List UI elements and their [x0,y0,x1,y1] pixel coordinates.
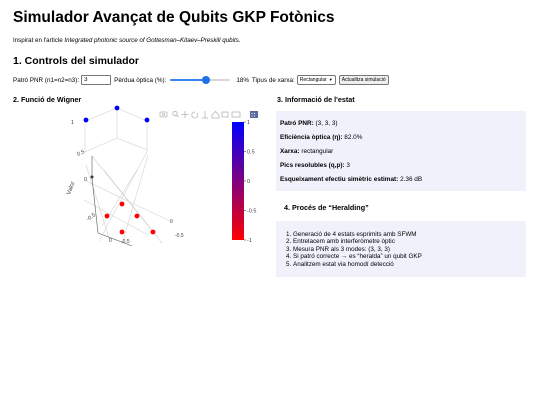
hover-icon[interactable] [231,111,241,118]
z-tick-label: 0 [84,177,87,183]
list-item: Si patró correcte → es “heralda” un qubi… [293,253,422,260]
grid-info-value: rectangular [301,148,334,155]
list-item: Analitzem estat via homodí detecció [293,261,422,268]
zoom-icon[interactable] [172,110,179,118]
peaks-label: Pics resolubles (q,p): [280,162,345,169]
list-item: Mesura PNR als 3 modes: (3, 3, 3) [293,246,422,253]
home-icon[interactable] [211,110,220,119]
loss-value: 18% [236,76,249,84]
squeezing-value: 2.36 dB [400,176,423,183]
heralding-heading: 4. Procés de “Heralding” [284,203,369,212]
camera-icon[interactable] [159,111,168,118]
controls-bar: Patró PNR (n1=n2=n3): Pèrdua òptica (%):… [13,74,389,86]
controls-heading: 1. Controls del simulador [13,55,140,67]
grid-type-selected: Rectangular [299,77,327,83]
colorbar-tick-label: 0 [247,179,250,185]
scatter-point [144,117,150,123]
colorbar-tick-label: 0.5 [247,150,255,156]
scatter-point [119,201,125,207]
z-tick-label: 0.5 [76,149,85,158]
plotly-logo-icon[interactable] [250,111,258,118]
heralding-steps: Generació de 4 estats esprimits amb SFWM… [276,231,422,268]
loss-slider-thumb[interactable] [202,76,211,84]
x-tick-label: 0 [109,238,112,244]
pnr-info-label: Patró PNR: [280,120,314,127]
z-axis-title: Valor [66,181,76,196]
efficiency-label: Eficiència òptica (η): [280,134,343,141]
pnr-label: Patró PNR (n1=n2=n3): [13,76,80,84]
pnr-input[interactable] [81,75,112,85]
page-title: Simulador Avançat de Qubits GKP Fotònics [13,9,335,26]
z-tick-label: -0.5 [86,212,97,222]
squeezing-label: Esqueixament efectiu simètric estimat: [280,176,399,183]
chevron-down-icon: ▼ [328,77,333,82]
scatter-point [119,229,125,235]
intro-paper-title: Integrated photonic source of Gottesman–… [64,37,239,44]
loss-label: Pèrdua òptica (%): [114,76,167,84]
scatter-point [150,229,156,235]
scatter-point [134,213,140,219]
pan-icon[interactable] [181,111,189,118]
state-info-panel: Patró PNR: (3, 3, 3) Eficiència òptica (… [276,111,526,191]
plot-modebar [159,110,258,119]
pnr-info-value: (3, 3, 3) [315,120,338,127]
plot-gridlines [83,107,173,245]
efficiency-value: 82.0% [344,134,363,141]
x-tick-label: 0 [170,219,173,225]
heralding-panel: Generació de 4 estats esprimits amb SFWM… [276,221,526,277]
colorbar-ticks [244,121,246,241]
grid-info: Xarxa: rectangular [280,148,333,155]
intro-text: Inspirat en l'article Integrated photoni… [13,37,241,44]
peaks-value: 3 [346,162,350,169]
scatter-point [83,117,89,123]
intro-suffix: . [238,37,241,44]
scatter-point [104,213,110,219]
grid-info-label: Xarxa: [280,148,300,155]
loss-slider[interactable] [170,75,231,85]
peaks-info: Pics resolubles (q,p): 3 [280,162,350,169]
grid-type-label: Tipus de xarxa: [251,76,295,84]
intro-prefix: Inspirat en l'article [13,37,65,44]
update-simulation-button[interactable]: Actualitza simulació [338,75,389,85]
colorbar-tick-label: 1 [247,120,250,126]
turntable-icon[interactable] [202,111,208,119]
efficiency-info: Eficiència òptica (η): 82.0% [280,134,362,141]
reset-icon[interactable] [221,111,229,118]
scatter-point [90,175,94,179]
wigner-plot[interactable]: 1 0.5 0 -0.5 Valor 0 -0.5 0 -0.5 0.5 0 -… [55,104,265,249]
pnr-info: Patró PNR: (3, 3, 3) [280,120,338,127]
scatter-point [114,105,120,111]
grid-type-select[interactable]: Rectangular ▼ [296,75,336,85]
state-info-heading: 3. Informació de l'estat [277,95,355,104]
x-tick-label: -0.5 [121,239,130,245]
x-tick-label: -0.5 [175,233,184,239]
plot-axes [91,156,133,247]
list-item: Generació de 4 estats esprimits amb SFWM [293,231,422,238]
scatter-points [83,105,156,235]
list-item: Entrelacem amb interferòmetre òptic [293,238,422,245]
colorbar-tick-label: -0.5 [247,209,256,215]
loss-slider-fill [170,79,207,81]
colorbar [232,122,244,240]
orbit-icon[interactable] [191,111,199,119]
z-tick-label: 1 [71,120,74,126]
squeezing-info: Esqueixament efectiu simètric estimat: 2… [280,176,422,183]
wigner-heading: 2. Funció de Wigner [13,95,82,104]
colorbar-tick-label: -1 [247,238,252,244]
